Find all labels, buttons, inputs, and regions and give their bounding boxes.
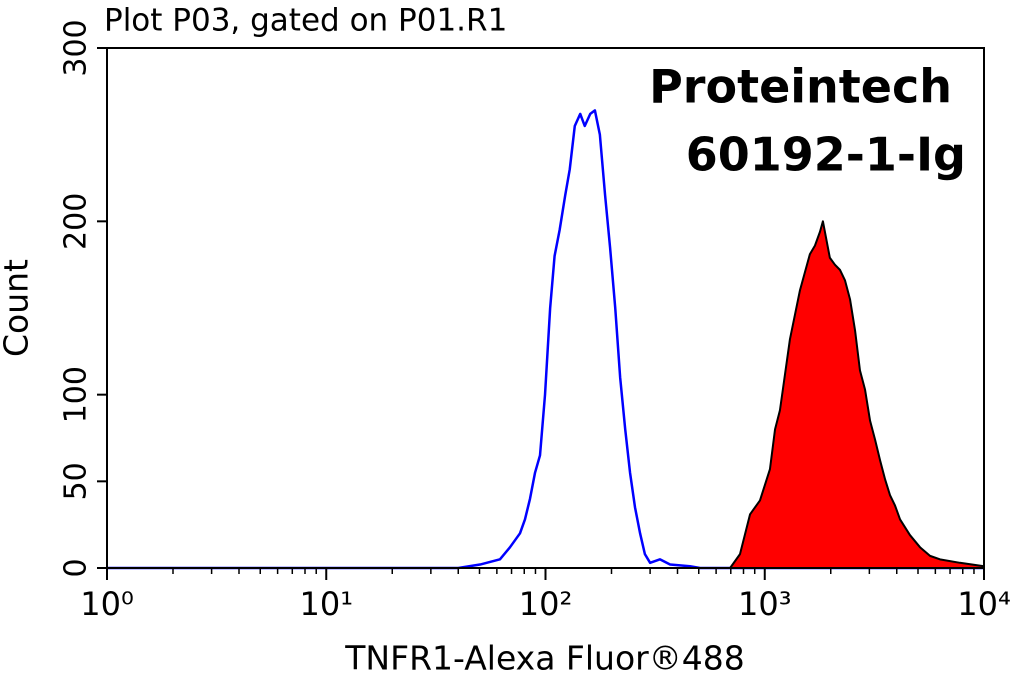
annotation: 60192-1-Ig (686, 128, 966, 182)
y-tick-label: 0 (59, 558, 94, 577)
x-tick-label: 10¹ (299, 585, 353, 623)
histogram-area (729, 220, 985, 569)
x-tick-label: 10² (519, 585, 573, 623)
y-tick-label: 50 (59, 462, 94, 500)
y-axis-label: Count (0, 259, 36, 357)
y-tick-label: 100 (59, 366, 94, 423)
histogram-line (107, 109, 984, 570)
y-tick-label: 300 (59, 19, 94, 76)
chart-title: Plot P03, gated on P01.R1 (104, 3, 507, 39)
x-axis-label: TNFR1-Alexa Fluor®488 (344, 639, 744, 678)
x-tick-label: 10⁴ (957, 585, 1011, 623)
annotation: Proteintech (649, 60, 952, 114)
y-tick-label: 200 (59, 193, 94, 250)
x-tick-label: 10³ (738, 585, 792, 623)
x-tick-label: 10⁰ (80, 585, 134, 623)
